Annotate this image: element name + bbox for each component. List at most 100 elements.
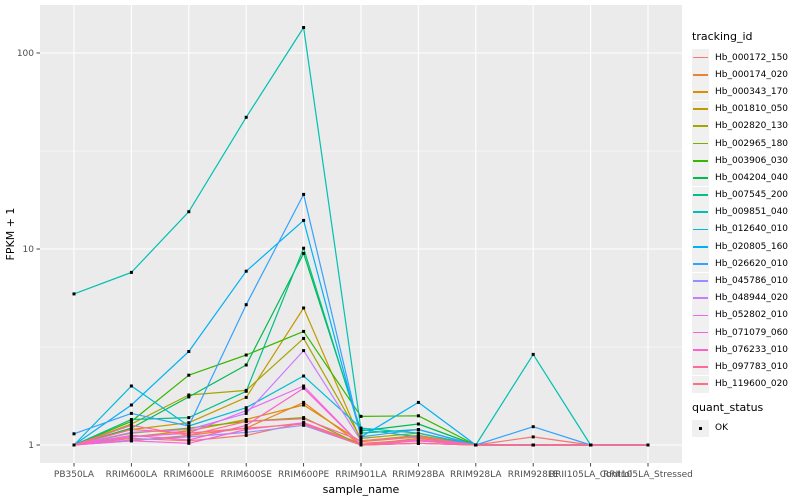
- series-color-swatch-icon: [692, 100, 709, 118]
- data-point: [416, 414, 420, 418]
- data-point: [302, 422, 306, 426]
- series-color-swatch-icon: [692, 66, 709, 84]
- legend-item: Hb_076233_010: [692, 341, 798, 359]
- data-point: [416, 431, 420, 435]
- legend-label: Hb_000343_170: [715, 86, 789, 97]
- series-color-line: [693, 211, 708, 214]
- x-tick-label: RRIM600LE: [163, 470, 214, 480]
- data-point: [72, 432, 76, 436]
- legend-item: Hb_097783_010: [692, 358, 798, 376]
- data-point: [244, 395, 248, 399]
- series-color-swatch-icon: [692, 375, 709, 393]
- data-point: [302, 384, 306, 388]
- legend-item: Hb_026620_010: [692, 255, 798, 273]
- data-point: [244, 411, 248, 415]
- legend-item: Hb_002965_180: [692, 135, 798, 153]
- data-point: [187, 395, 191, 399]
- x-tick-label: RRIM928BA: [392, 470, 445, 480]
- data-point: [187, 433, 191, 437]
- series-color-swatch-icon: [692, 324, 709, 342]
- series-color-swatch-icon: [692, 306, 709, 324]
- data-point: [244, 406, 248, 410]
- data-point: [302, 192, 306, 196]
- data-point: [359, 441, 363, 445]
- legend-item: Hb_002820_130: [692, 117, 798, 135]
- data-point: [302, 374, 306, 378]
- data-point: [187, 441, 191, 445]
- series-color-line: [693, 245, 708, 248]
- legend-label: Hb_007545_200: [715, 190, 789, 201]
- data-point: [129, 439, 133, 443]
- data-point: [72, 292, 76, 296]
- data-point: [187, 424, 191, 428]
- legend-label: Hb_000172_150: [715, 52, 789, 63]
- legend-label: Hb_002965_180: [715, 138, 789, 149]
- data-point: [244, 353, 248, 357]
- series-color-swatch-icon: [692, 135, 709, 153]
- data-point: [302, 329, 306, 333]
- series-color-line: [693, 331, 708, 334]
- legend-item: Hb_020805_160: [692, 238, 798, 256]
- data-point: [129, 384, 133, 388]
- legend-item: Hb_119600_020: [692, 375, 798, 393]
- data-point: [129, 419, 133, 423]
- legend-item: Hb_007545_200: [692, 186, 798, 204]
- data-point: [187, 421, 191, 425]
- legend-item: Hb_009851_040: [692, 203, 798, 221]
- x-tick-label: PB350LA: [54, 470, 95, 480]
- series-color-swatch-icon: [692, 289, 709, 307]
- data-point: [129, 423, 133, 427]
- legend-title-quant-status: quant_status: [692, 400, 764, 414]
- y-axis-title: FPKM + 1: [4, 208, 17, 261]
- data-point: [129, 430, 133, 434]
- series-color-line: [693, 262, 708, 265]
- x-tick-label: RRIM600SE: [220, 470, 272, 480]
- data-point: [187, 438, 191, 442]
- legend-item: Hb_000174_020: [692, 66, 798, 84]
- legend-item: Hb_052802_010: [692, 306, 798, 324]
- data-point: [646, 443, 650, 447]
- series-color-line: [693, 142, 708, 145]
- data-point: [302, 386, 306, 390]
- legend-item: Hb_012640_010: [692, 220, 798, 238]
- legend-label: Hb_076233_010: [715, 344, 789, 355]
- series-color-swatch-icon: [692, 238, 709, 256]
- data-point: [187, 393, 191, 397]
- data-point: [302, 306, 306, 310]
- data-point: [359, 431, 363, 435]
- y-tick-label: 100: [17, 49, 34, 59]
- data-point: [302, 400, 306, 404]
- data-point: [302, 403, 306, 407]
- series-color-swatch-icon: [692, 220, 709, 238]
- series-color-line: [693, 56, 708, 59]
- data-point: [359, 414, 363, 418]
- legend-label: Hb_071079_060: [715, 327, 789, 338]
- legend-item: Hb_045786_010: [692, 272, 798, 290]
- series-color-swatch-icon: [692, 358, 709, 376]
- data-point: [416, 435, 420, 439]
- data-point: [416, 439, 420, 443]
- legend-item: Hb_048944_020: [692, 289, 798, 307]
- data-point: [589, 443, 593, 447]
- legend-item: Hb_000343_170: [692, 83, 798, 101]
- data-point: [416, 441, 420, 445]
- data-point: [416, 428, 420, 431]
- legend-item: Hb_003906_030: [692, 152, 798, 170]
- data-point: [187, 431, 191, 435]
- legend-label: Hb_004204_040: [715, 172, 789, 183]
- data-point: [244, 418, 248, 421]
- data-point: [129, 418, 133, 421]
- legend-label: Hb_052802_010: [715, 310, 789, 321]
- data-point: [302, 218, 306, 222]
- series-color-line: [693, 91, 708, 93]
- data-point: [129, 270, 133, 274]
- data-point: [302, 417, 306, 421]
- data-point: [244, 419, 248, 423]
- legend: tracking_id Hb_000172_150 Hb_000174_020 Hb…: [692, 30, 798, 437]
- series-color-swatch-icon: [692, 49, 709, 67]
- data-point: [244, 363, 248, 367]
- data-point: [187, 373, 191, 377]
- data-point: [244, 303, 248, 307]
- series-color-line: [693, 125, 708, 128]
